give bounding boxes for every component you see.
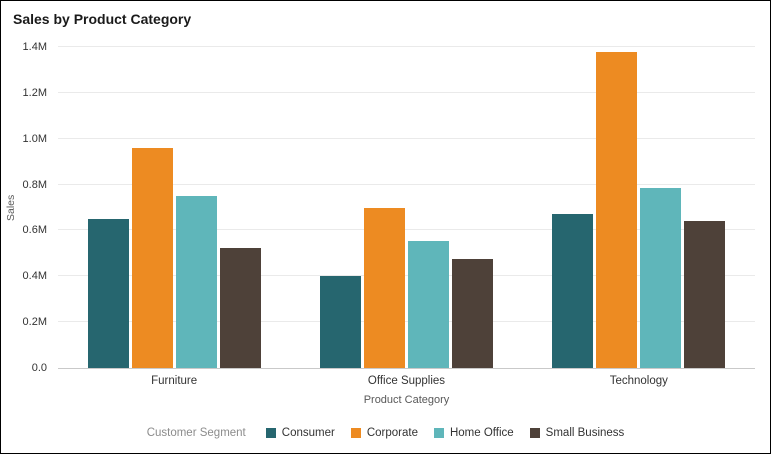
legend-swatch-home-office [433,428,444,438]
category-label-furniture: Furniture [151,375,198,387]
bar-consumer-furniture[interactable] [87,218,129,368]
category-label-office-supplies: Office Supplies [367,375,446,387]
bar-home-office-office-supplies[interactable] [407,240,449,368]
bar-home-office-technology[interactable] [640,188,682,368]
gridline [58,46,755,47]
y-tick-label: 1.4M [22,41,47,53]
plot-area [58,46,755,369]
legend-swatch-corporate [350,428,361,438]
y-tick-label: 0.6M [22,224,47,237]
legend-title: Customer Segment [146,427,246,439]
bar-corporate-office-supplies[interactable] [363,207,405,368]
y-tick-label: 0.0 [31,362,47,374]
legend-label-consumer: Consumer [281,427,335,439]
category-label-technology: Technology [609,375,668,387]
gridline [58,91,755,93]
x-axis-title: Product Category [363,394,450,406]
y-tick-label: 0.8M [22,178,47,191]
y-tick-label: 1.0M [22,132,47,145]
y-tick-label: 0.2M [22,316,47,329]
legend-items: Consumer Corporate Home Office Small Busine… [265,427,625,439]
bar-group-furniture [58,47,290,368]
gridline [58,137,755,139]
gridline [58,275,755,277]
gridline [58,229,755,231]
legend-item-corporate[interactable]: Corporate [350,427,418,439]
bar-groups [58,47,755,368]
legend-label-corporate: Corporate [366,427,418,439]
gridline [58,321,755,323]
legend-label-home-office: Home Office [449,427,514,439]
y-tick-label: 1.2M [22,86,47,99]
legend-item-home-office[interactable]: Home Office [433,427,514,439]
bar-corporate-technology[interactable] [596,51,638,368]
legend-item-consumer[interactable]: Consumer [265,427,335,439]
bar-group-technology [523,47,755,368]
bar-consumer-technology[interactable] [552,214,594,368]
x-axis-category-labels: Furniture Office Supplies Technology [58,375,755,387]
bar-corporate-furniture[interactable] [131,147,173,368]
bar-small-business-furniture[interactable] [219,247,261,368]
bar-group-office-supplies [290,47,522,368]
legend: Customer Segment Consumer Corporate Home O… [1,427,770,439]
legend-label-small-business: Small Business [545,427,625,439]
y-tick-label: 0.4M [22,270,47,283]
y-axis: 0.0 0.2M 0.4M 0.6M 0.8M 1.0M 1.2M 1.4M [1,41,51,374]
bar-home-office-furniture[interactable] [175,196,217,368]
legend-item-small-business[interactable]: Small Business [529,427,625,439]
bar-consumer-office-supplies[interactable] [319,276,361,368]
chart-title: Sales by Product Category [13,11,192,27]
gridline [58,183,755,185]
legend-swatch-small-business [529,428,540,438]
bar-small-business-office-supplies[interactable] [451,259,493,368]
bar-small-business-technology[interactable] [684,221,726,368]
legend-swatch-consumer [265,428,276,438]
